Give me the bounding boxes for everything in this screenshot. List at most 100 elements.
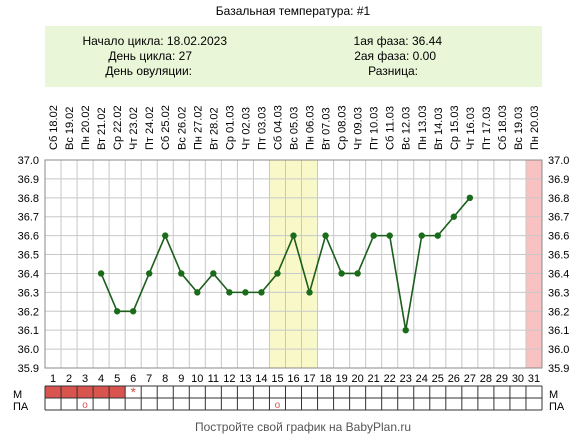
temperature-point (242, 289, 249, 296)
m-row-label-left: М (13, 389, 22, 401)
temperature-point (226, 289, 233, 296)
chart-dynamic-layer: 37.0 37.0 36.9 36.9 36.8 36.8 36.7 36.7 36.6 36.6… (18, 105, 570, 411)
temperature-point (322, 232, 329, 239)
y-tick-label-right: 37.0 (548, 155, 569, 167)
date-tick-label: Вт 14.03 (433, 107, 445, 150)
menstruation-bar (45, 386, 126, 398)
day-number-label: 24 (416, 373, 428, 385)
y-tick-label-right: 36.8 (548, 193, 569, 205)
day-number-label: 10 (191, 373, 203, 385)
ovulation-marker: * (130, 384, 136, 400)
y-tick-label-right: 36.1 (548, 325, 569, 337)
temperature-point (113, 308, 121, 315)
temperature-line (100, 197, 471, 331)
intercourse-marker: o (82, 400, 88, 411)
phase1-label: 1ая фаза: 36.44 (354, 34, 443, 48)
date-tick-label: Сб 11.03 (385, 106, 397, 150)
y-tick-label-right: 36.9 (548, 174, 569, 186)
day-number-label: 11 (208, 373, 219, 385)
temperature-point (434, 232, 441, 239)
date-tick-label: Вт 21.02 (96, 107, 108, 150)
day-number-label: 2 (66, 373, 72, 385)
date-tick-label: Чт 02.03 (240, 107, 252, 150)
y-tick-label-right: 36.7 (548, 212, 569, 224)
date-tick-label: Ср 15.03 (449, 105, 461, 150)
date-tick-label: Пн 20.02 (80, 105, 92, 150)
temperature-point (370, 232, 377, 239)
day-number-label: 15 (271, 373, 283, 385)
day-number-label: 19 (335, 373, 347, 385)
day-number-label: 3 (82, 373, 88, 385)
temperature-point (466, 194, 474, 202)
temperature-point (290, 232, 297, 239)
date-tick-label: Вс 05.03 (289, 107, 301, 150)
difference-label: Разница: (368, 64, 418, 78)
date-tick-label: Ср 01.03 (224, 105, 236, 150)
temperature-point (306, 289, 313, 296)
day-number-label: 8 (162, 373, 168, 385)
day-number-label: 20 (352, 373, 364, 385)
info-panel (45, 26, 542, 87)
y-tick-label-left: 36.3 (18, 287, 39, 299)
day-number-label: 6 (130, 373, 136, 385)
y-tick-label-left: 36.8 (18, 193, 39, 205)
footer-link[interactable]: Постройте свой график на BabyPlan.ru (195, 420, 411, 434)
y-tick-label-left: 36.7 (18, 212, 39, 224)
date-tick-label: Ср 08.03 (337, 105, 349, 150)
day-number-label: 14 (255, 373, 267, 385)
day-number-label: 1 (50, 373, 56, 385)
y-tick-label-left: 36.5 (18, 250, 39, 262)
temperature-point (274, 270, 281, 277)
date-tick-label: Пн 27.02 (192, 105, 204, 150)
temperature-point (402, 326, 409, 334)
y-tick-label-left: 36.6 (18, 231, 39, 243)
y-tick-label-left: 37.0 (18, 155, 39, 167)
temperature-point (97, 270, 105, 277)
date-tick-label: Сб 04.03 (272, 105, 284, 150)
day-number-label: 30 (512, 373, 524, 385)
y-tick-label-right: 35.9 (548, 363, 569, 375)
highlight-band (269, 160, 318, 368)
y-tick-label-right: 36.3 (548, 287, 569, 299)
date-tick-label: Чт 23.02 (128, 107, 140, 150)
pa-row-label-left: ПА (13, 401, 29, 413)
date-tick-label: Вт 28.02 (208, 107, 220, 150)
phase2-label: 2ая фаза: 0.00 (354, 49, 436, 63)
date-tick-label: Вс 26.02 (176, 107, 188, 150)
y-tick-label-right: 36.6 (548, 231, 569, 243)
temperature-point (450, 213, 458, 220)
day-number-label: 25 (432, 373, 444, 385)
date-tick-label: Сб 18.02 (48, 105, 60, 150)
temperature-point (162, 232, 169, 239)
date-tick-label: Пт 03.03 (256, 106, 268, 150)
cycle-start-label: Начало цикла: 18.02.2023 (82, 34, 227, 48)
date-tick-label: Вт 07.03 (321, 107, 333, 150)
y-tick-label-right: 36.2 (548, 306, 569, 318)
day-number-label: 22 (384, 373, 396, 385)
date-tick-label: Пн 20.03 (529, 105, 541, 150)
day-number-label: 21 (368, 373, 380, 385)
intercourse-marker: o (275, 400, 281, 411)
day-number-label: 4 (98, 373, 104, 385)
date-tick-label: Вс 12.03 (401, 107, 413, 150)
date-tick-label: Пт 17.03 (481, 106, 493, 150)
day-number-label: 18 (319, 373, 331, 385)
temperature-point (146, 270, 153, 277)
temperature-point (418, 232, 425, 239)
plot-frame (44, 159, 543, 369)
y-tick-label-left: 36.2 (18, 306, 39, 318)
y-tick-label-left: 36.0 (18, 344, 39, 356)
date-tick-label: Чт 09.03 (353, 107, 365, 150)
day-number-label: 29 (496, 373, 508, 385)
date-tick-label: Сб 18.03 (497, 105, 509, 150)
m-row-label-right: М (549, 389, 558, 401)
date-tick-label: Пт 24.02 (144, 106, 156, 150)
date-tick-label: Вс 19.02 (64, 107, 76, 150)
y-tick-label-right: 36.0 (548, 344, 569, 356)
day-number-label: 23 (400, 373, 412, 385)
day-number-label: 9 (178, 373, 184, 385)
day-number-label: 26 (448, 373, 460, 385)
date-tick-label: Чт 16.03 (465, 107, 477, 150)
